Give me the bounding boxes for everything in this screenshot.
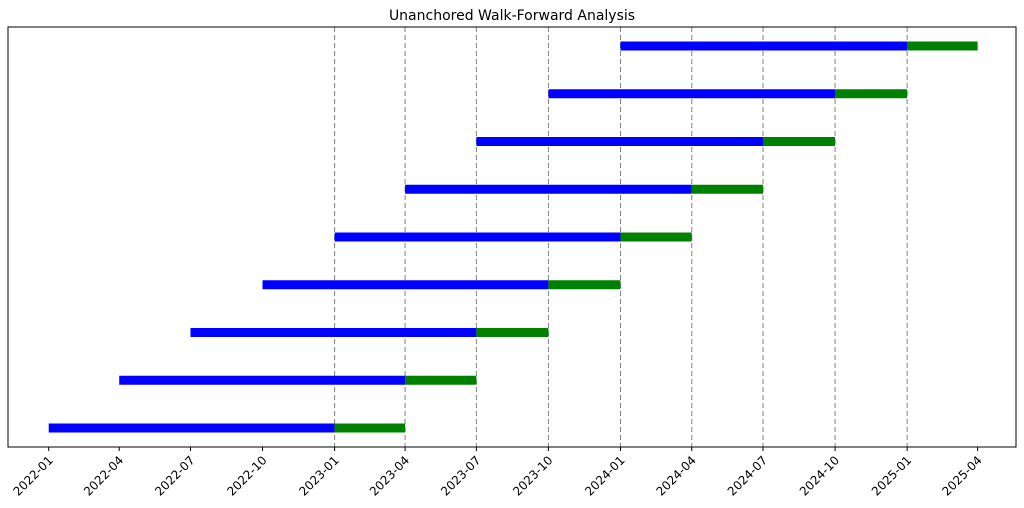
test-bar-8 bbox=[907, 41, 978, 51]
test-bar-0 bbox=[334, 423, 406, 433]
x-tick-label-6: 2023-07 bbox=[438, 453, 483, 498]
train-bar-5 bbox=[405, 184, 692, 194]
bars-group bbox=[48, 41, 978, 433]
train-bar-6 bbox=[476, 137, 764, 146]
chart-title: Unanchored Walk-Forward Analysis bbox=[389, 8, 635, 24]
x-axis-ticks: 2022-01 2022-04 2022-07 2022-10 2023-01 2023-… bbox=[10, 447, 985, 499]
x-tick-label-4: 2023-01 bbox=[296, 453, 341, 498]
x-tick-label-12: 2025-01 bbox=[869, 453, 914, 498]
x-tick-label-0: 2022-01 bbox=[10, 453, 55, 498]
x-tick-label-9: 2024-04 bbox=[654, 453, 699, 498]
test-bar-5 bbox=[691, 184, 764, 194]
test-bar-4 bbox=[620, 232, 692, 242]
x-tick-label-2: 2022-07 bbox=[152, 453, 197, 498]
train-bar-1 bbox=[119, 375, 406, 385]
train-bar-3 bbox=[262, 280, 549, 290]
train-bar-0 bbox=[48, 423, 335, 433]
x-tick-label-13: 2025-04 bbox=[939, 453, 984, 498]
x-tick-label-3: 2022-10 bbox=[224, 453, 269, 498]
train-bar-7 bbox=[548, 89, 836, 99]
x-tick-label-10: 2024-07 bbox=[725, 453, 770, 498]
train-bar-4 bbox=[334, 232, 621, 242]
x-tick-label-1: 2022-04 bbox=[81, 453, 126, 498]
x-tick-label-8: 2024-01 bbox=[582, 453, 627, 498]
test-bar-7 bbox=[835, 89, 908, 99]
train-bar-8 bbox=[620, 41, 908, 51]
test-bar-3 bbox=[548, 280, 621, 290]
plot-frame bbox=[7, 26, 1017, 448]
test-bar-6 bbox=[763, 137, 836, 146]
test-bar-2 bbox=[476, 328, 549, 337]
x-tick-label-5: 2023-04 bbox=[367, 453, 412, 498]
x-tick-label-11: 2024-10 bbox=[797, 453, 842, 498]
test-bar-1 bbox=[405, 375, 477, 385]
x-tick-label-7: 2023-10 bbox=[510, 453, 555, 498]
train-bar-2 bbox=[190, 328, 477, 337]
